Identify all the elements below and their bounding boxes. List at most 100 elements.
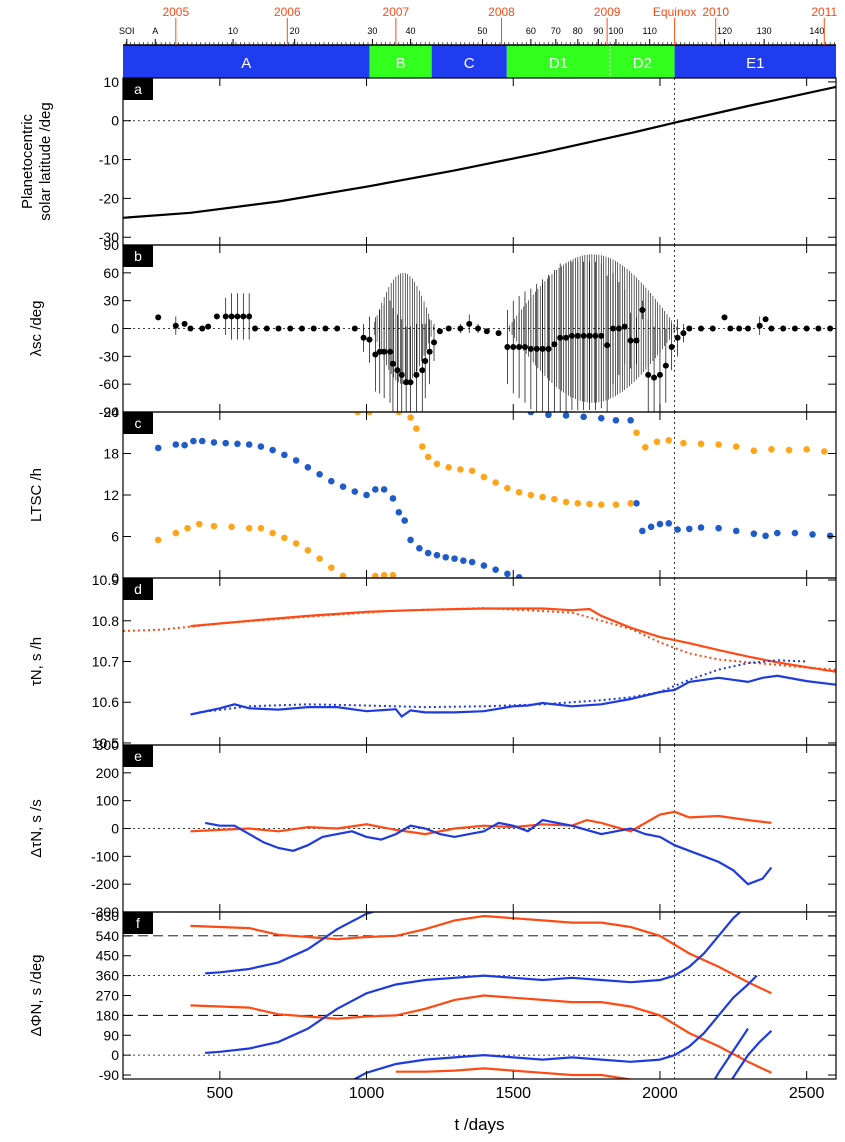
y-tick-label: 200 bbox=[96, 765, 120, 781]
series-north bbox=[190, 607, 836, 673]
lt-point-blue bbox=[685, 525, 693, 533]
panel-a-frame bbox=[122, 77, 837, 246]
lt-point-blue bbox=[504, 570, 511, 578]
lt-point-orange bbox=[339, 572, 347, 578]
lt-point-blue bbox=[416, 544, 423, 552]
lat-point bbox=[780, 325, 787, 332]
y-tick-label: 10 bbox=[103, 74, 119, 90]
rev-label: 110 bbox=[643, 26, 657, 36]
lt-point-orange bbox=[732, 443, 740, 450]
lat-point bbox=[298, 325, 305, 332]
year-label: 2009 bbox=[594, 5, 621, 19]
lt-point-orange bbox=[424, 453, 432, 461]
y-tick-label: -10 bbox=[99, 152, 119, 168]
lat-point bbox=[457, 325, 464, 332]
lt-point-orange bbox=[395, 412, 403, 416]
lat-point bbox=[510, 344, 517, 351]
lt-point-blue bbox=[732, 527, 740, 535]
lt-point-blue bbox=[190, 437, 197, 445]
y-tick-label: 270 bbox=[96, 988, 120, 1004]
lat-point bbox=[287, 325, 294, 332]
lt-point-blue bbox=[480, 562, 488, 569]
y-tick-label: -60 bbox=[99, 376, 119, 392]
panel-e-ylabel: ΔτN, s /s bbox=[28, 799, 45, 857]
series-south-4 bbox=[713, 1027, 749, 1079]
lt-point-orange bbox=[172, 529, 180, 537]
year-label: 2005 bbox=[162, 5, 189, 19]
lt-point-blue bbox=[697, 524, 705, 531]
lt-point-blue bbox=[515, 574, 523, 578]
lat-point bbox=[762, 316, 769, 323]
lt-point-blue bbox=[750, 530, 758, 538]
lt-point-blue bbox=[424, 549, 432, 557]
lat-point bbox=[413, 371, 420, 378]
lt-point-blue bbox=[774, 529, 781, 537]
phase-label-a: A bbox=[241, 55, 251, 72]
series-north-1 bbox=[190, 994, 772, 1074]
year-label: 2011 bbox=[811, 5, 837, 19]
y-tick-label: 12 bbox=[103, 487, 119, 503]
lat-point bbox=[568, 332, 575, 339]
lt-point-orange bbox=[328, 564, 335, 571]
y-tick-label: 0 bbox=[111, 570, 119, 586]
series-south-5 bbox=[730, 1030, 773, 1079]
lat-point bbox=[744, 325, 751, 332]
phase-b bbox=[369, 45, 432, 78]
panel-c-plot bbox=[154, 412, 834, 578]
lt-point-orange bbox=[366, 412, 373, 416]
lt-point-orange bbox=[785, 446, 793, 454]
year-label: 2008 bbox=[488, 5, 515, 19]
phase-a bbox=[123, 45, 370, 78]
lt-point-orange bbox=[665, 437, 673, 444]
y-tick-label: 540 bbox=[96, 928, 120, 944]
panel-b-letter: b bbox=[134, 248, 142, 264]
lat-point bbox=[651, 374, 658, 381]
y-tick-label: 0 bbox=[111, 1047, 119, 1063]
panel-b-ylabel: λsc /deg bbox=[28, 301, 45, 357]
lt-point-blue bbox=[527, 412, 535, 416]
lt-point-blue bbox=[580, 413, 587, 421]
lt-point-blue bbox=[198, 437, 206, 445]
lat-point bbox=[398, 371, 405, 378]
x-axis-label: t /days bbox=[454, 1115, 504, 1134]
lt-point-orange bbox=[380, 571, 388, 578]
lat-point bbox=[475, 325, 482, 332]
year-label: 2010 bbox=[702, 5, 729, 19]
lt-point-blue bbox=[627, 417, 634, 424]
lt-point-blue bbox=[181, 441, 188, 449]
lt-point-blue bbox=[492, 566, 499, 573]
y-tick-label: 10.7 bbox=[92, 654, 119, 670]
panel-e-plot bbox=[123, 745, 836, 912]
lt-point-orange bbox=[562, 498, 570, 506]
y-tick-label: 6 bbox=[111, 529, 119, 545]
lat-point bbox=[372, 351, 379, 358]
lat-point bbox=[419, 367, 426, 374]
lt-point-blue bbox=[791, 529, 799, 537]
lt-point-blue bbox=[245, 441, 253, 448]
lt-point-blue bbox=[674, 526, 681, 533]
lat-point bbox=[803, 325, 810, 332]
lt-point-blue bbox=[269, 446, 276, 454]
panel-e-letter-box bbox=[123, 745, 153, 767]
panel-d-letter-box bbox=[123, 578, 153, 600]
lat-point bbox=[727, 325, 734, 332]
x-tick-label: 1000 bbox=[349, 1085, 385, 1102]
panel-d-plot bbox=[123, 578, 836, 745]
lat-point bbox=[656, 371, 663, 378]
y-tick-label: 10.9 bbox=[92, 572, 119, 588]
lat-point bbox=[205, 323, 212, 330]
lat-point bbox=[736, 325, 743, 332]
phase-d2 bbox=[610, 45, 675, 78]
lt-point-orange bbox=[257, 524, 265, 532]
panel-e-letter: e bbox=[134, 748, 142, 764]
lt-point-blue bbox=[715, 524, 722, 532]
lt-point-blue bbox=[545, 412, 552, 419]
panel-b-plot bbox=[123, 245, 836, 412]
lat-point bbox=[360, 334, 367, 341]
lat-point bbox=[639, 306, 646, 313]
lt-point-orange bbox=[389, 571, 397, 578]
lt-point-orange bbox=[195, 520, 203, 528]
y-tick-label: 0 bbox=[111, 321, 119, 337]
lat-point bbox=[709, 325, 716, 332]
lat-point bbox=[698, 325, 705, 332]
